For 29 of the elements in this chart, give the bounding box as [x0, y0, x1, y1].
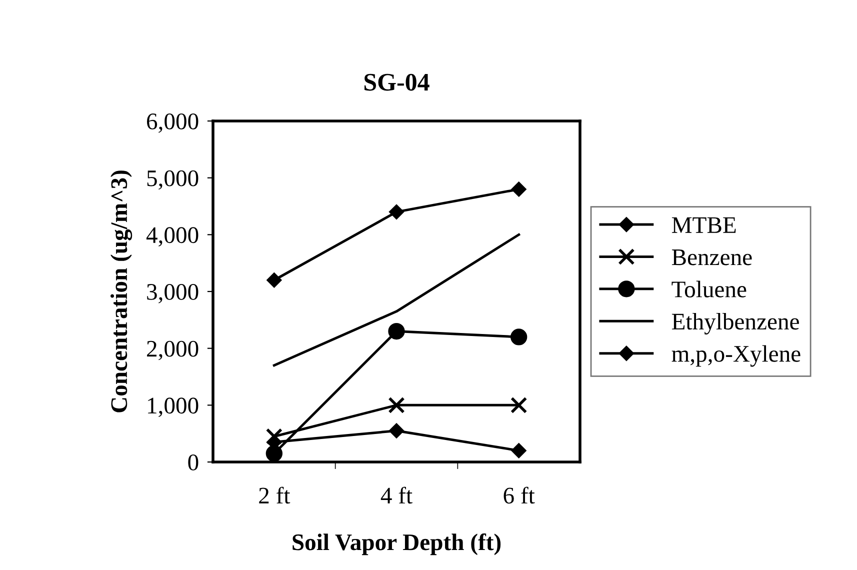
point: [388, 423, 404, 438]
x-tick-label: 6 ft: [504, 486, 535, 504]
x-tick-label: 4 ft: [380, 486, 412, 504]
y-tick-label: 1,000: [148, 398, 198, 417]
legend-label: MTBE: [672, 217, 736, 233]
y-tick-label: 5,000: [147, 170, 198, 190]
legend-label: Benzene: [672, 250, 752, 266]
x-axis-title: Soil Vapor Depth (ft): [292, 533, 501, 556]
y-axis-title: Concentration (ug/m^3): [110, 170, 132, 412]
y-tick-label: 0: [188, 454, 198, 470]
point: [266, 272, 282, 288]
point: [510, 328, 528, 346]
x-tick-label: 2 ft: [259, 486, 290, 504]
point: [388, 396, 405, 414]
legend-label: m,p,o-Xylene: [672, 345, 800, 367]
point: [510, 396, 528, 414]
point: [266, 445, 282, 462]
legend-label: Ethylbenzene: [672, 312, 799, 334]
y-tick-label: 3,000: [147, 284, 198, 304]
point: [511, 443, 526, 458]
chart-title: SG-04: [364, 74, 430, 91]
legend-label: Toluene: [672, 280, 746, 298]
point: [388, 322, 405, 340]
y-tick-label: 4,000: [146, 227, 198, 246]
point: [266, 428, 282, 445]
y-tick-label: 2,000: [147, 340, 198, 360]
point: [511, 182, 526, 197]
point: [388, 204, 404, 220]
y-tick-label: 6,000: [147, 113, 198, 133]
